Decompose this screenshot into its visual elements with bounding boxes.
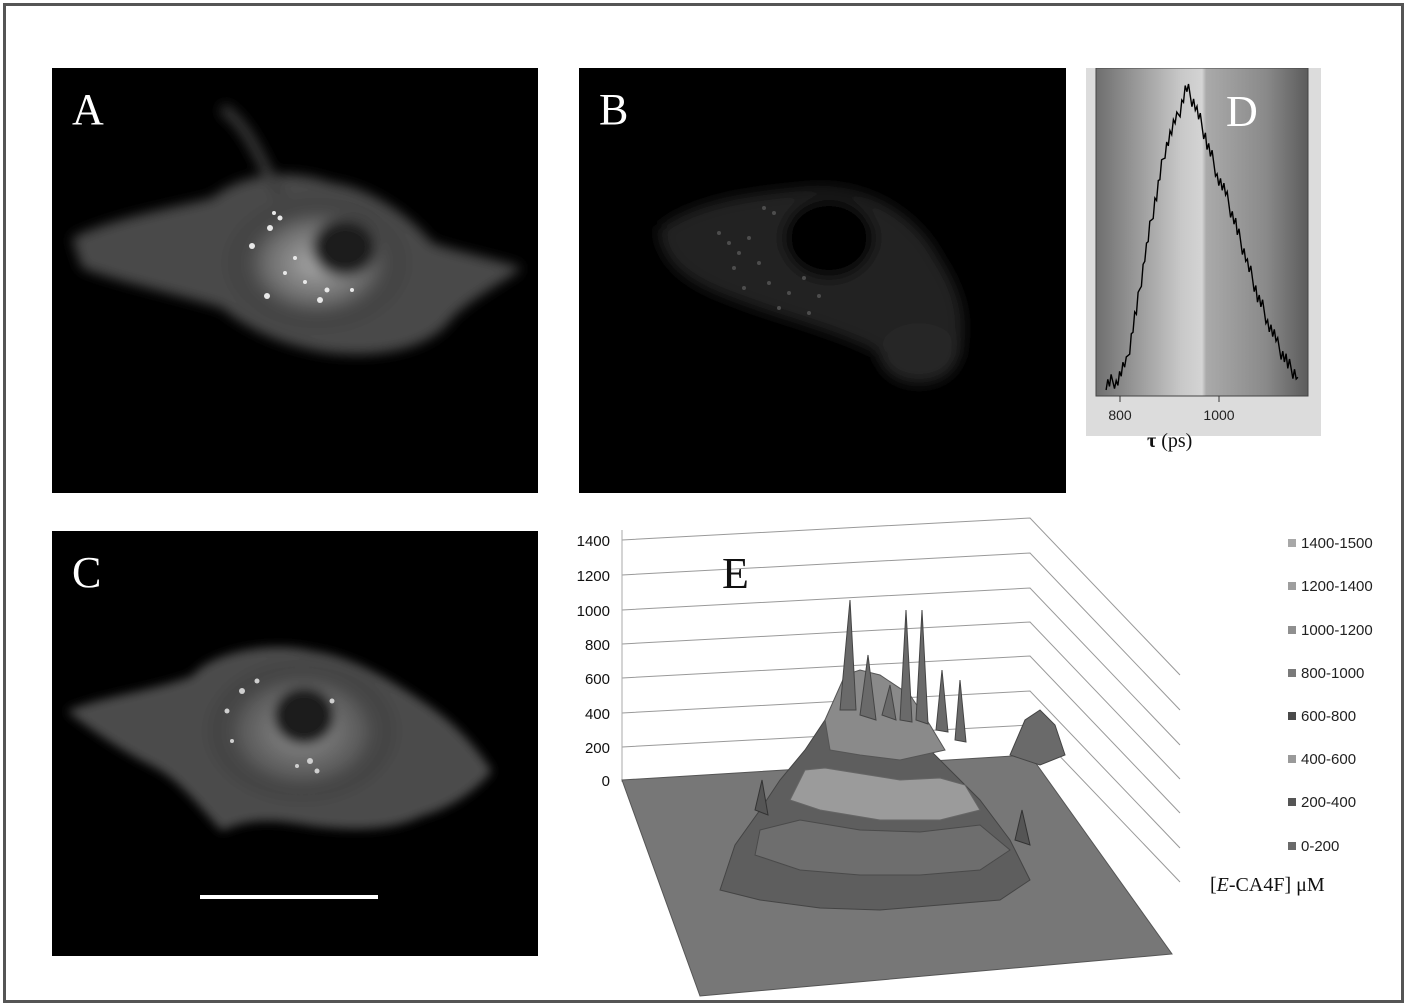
panel-a-label: A	[72, 85, 104, 134]
legend-item: 1400-1500	[1288, 533, 1373, 553]
panel-e-surface: 1400 1200 1000 800 600 400 200 0 E	[560, 510, 1200, 1000]
panel-b-label: B	[599, 85, 629, 134]
z-tick-label-1400: 1400	[577, 533, 610, 550]
legend-item: 800-1000	[1288, 663, 1364, 683]
panel-b-image: B	[579, 68, 1066, 493]
z-tick-labels: 1400 1200 1000 800 600 400 200 0	[577, 533, 610, 790]
legend-label: 600-800	[1301, 707, 1357, 725]
concentration-unit-label: [E-CA4F] μM	[1210, 874, 1325, 897]
z-tick-label-1000: 1000	[577, 603, 610, 620]
x-tick-label-1000: 1000	[1203, 407, 1234, 423]
surface-plot: 1400 1200 1000 800 600 400 200 0	[577, 517, 1181, 997]
legend-swatch	[1288, 582, 1296, 590]
legend-label: 800-1000	[1301, 664, 1365, 682]
legend-item: 1000-1200	[1288, 620, 1373, 640]
z-tick-label-600: 600	[585, 671, 610, 688]
panel-d-label: D	[1226, 87, 1258, 136]
legend-label: 1200-1400	[1301, 577, 1373, 595]
legend-swatch	[1288, 539, 1296, 547]
panel-c-label: C	[72, 548, 102, 597]
unit-prefix: [	[1210, 874, 1217, 896]
legend-item: 1200-1400	[1288, 576, 1373, 596]
z-tick-label-1200: 1200	[577, 568, 610, 585]
legend-swatch	[1288, 842, 1296, 850]
legend-label: 0-200	[1301, 837, 1340, 855]
z-tick-label-800: 800	[585, 637, 610, 654]
z-tick-label-200: 200	[585, 740, 610, 757]
legend-swatch	[1288, 669, 1296, 677]
legend-swatch	[1288, 798, 1296, 806]
legend-item: 400-600	[1288, 749, 1356, 769]
legend-item: 200-400	[1288, 792, 1356, 812]
x-tick-label-800: 800	[1108, 407, 1132, 423]
lifetime-histogram: 800 1000	[1086, 67, 1321, 436]
panel-c-image: C	[52, 531, 538, 956]
unit-suffix: -CA4F] μM	[1228, 874, 1325, 896]
figure-frame	[3, 3, 1404, 1003]
cell-micrograph-b	[659, 187, 963, 383]
panel-e-label: E	[722, 549, 749, 598]
unit-italic: E	[1216, 874, 1229, 896]
legend-label: 400-600	[1301, 750, 1357, 768]
legend-swatch	[1288, 712, 1296, 720]
cell-micrograph-c	[67, 647, 492, 899]
panel-d-histogram: 800 1000 D	[1086, 67, 1321, 436]
z-gridlines	[621, 517, 1181, 883]
histogram-curve	[1105, 83, 1299, 391]
legend-label: 1000-1200	[1301, 621, 1373, 639]
panel-a-image: A	[52, 68, 538, 493]
surface-peaks	[719, 599, 1066, 911]
legend-label: 1400-1500	[1301, 534, 1373, 552]
z-tick-label-400: 400	[585, 706, 610, 723]
legend-swatch	[1288, 755, 1296, 763]
panel-d-xlabel: τ (ps)	[1147, 430, 1192, 453]
tau-symbol: τ	[1147, 430, 1157, 452]
cell-micrograph-a	[72, 103, 522, 355]
legend-item: 600-800	[1288, 706, 1356, 726]
x-axis-ticks	[1119, 396, 1220, 402]
legend-swatch	[1288, 626, 1296, 634]
legend-label: 200-400	[1301, 793, 1357, 811]
tau-unit: (ps)	[1161, 430, 1193, 452]
z-tick-label-0: 0	[602, 773, 610, 790]
legend-item: 0-200	[1288, 836, 1339, 856]
